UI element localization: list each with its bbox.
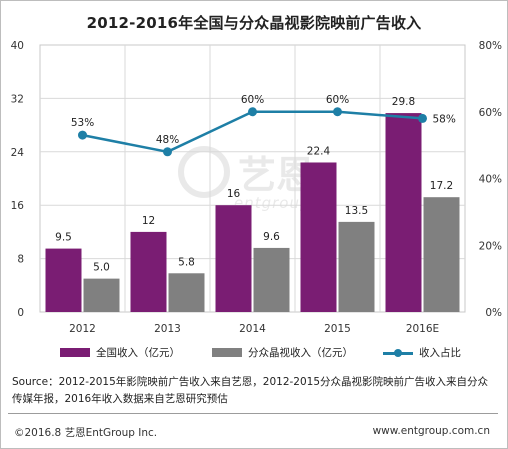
- bar-focus: [423, 197, 460, 312]
- legend-label-national: 全国收入（亿元）: [96, 347, 180, 359]
- bar-data-label: 9.6: [263, 231, 280, 243]
- share-point: [418, 113, 427, 123]
- bar-data-label: 5.0: [93, 262, 110, 274]
- y-right-tick-label: 0%: [485, 307, 502, 319]
- bar-data-label: 17.2: [430, 180, 453, 192]
- footer-copyright: ©2016.8 艺恩EntGroup Inc.: [14, 427, 158, 439]
- share-point: [78, 130, 87, 140]
- x-tick-label: 2012: [69, 323, 96, 335]
- y-right-tick-label: 80%: [479, 40, 502, 52]
- bar-data-label: 12: [142, 215, 155, 227]
- share-line: [82, 110, 423, 154]
- chart-legend: 全国收入（亿元） 分众晶视收入（亿元） 收入占比: [0, 345, 508, 361]
- bar-national: [300, 162, 337, 312]
- y-right-tick-label: 40%: [479, 174, 502, 186]
- bar-focus: [168, 273, 205, 312]
- source-note: Source：2012-2015年影院映前广告收入来自艺恩，2012-2015分…: [12, 376, 489, 405]
- bar-focus: [338, 221, 375, 312]
- x-tick-label: 2013: [154, 323, 181, 335]
- y-left-tick-label: 32: [11, 93, 24, 105]
- legend-label-share: 收入占比: [419, 347, 461, 359]
- y-left-tick-label: 40: [11, 40, 24, 52]
- y-left-tick-label: 16: [11, 200, 25, 212]
- share-data-label: 48%: [156, 134, 179, 146]
- plot-area: [39, 44, 466, 313]
- legend-item-focus: 分众晶视收入（亿元）: [212, 345, 353, 360]
- legend-item-share: 收入占比: [383, 345, 461, 360]
- bar-data-label: 22.4: [307, 145, 331, 157]
- bar-data-label: 16: [227, 188, 241, 200]
- x-tick-label: 2016E: [406, 323, 439, 335]
- bar-national: [45, 248, 82, 312]
- share-data-label: 60%: [241, 94, 264, 106]
- bar-focus: [253, 247, 290, 312]
- bar-national: [130, 231, 167, 312]
- share-point: [248, 107, 257, 117]
- bar-focus: [83, 278, 120, 312]
- bar-data-label: 5.8: [178, 256, 195, 268]
- bar-national: [385, 113, 422, 313]
- share-point: [333, 107, 342, 117]
- share-data-label: 60%: [326, 94, 349, 106]
- share-point: [163, 147, 172, 157]
- y-left-tick-label: 8: [17, 254, 24, 266]
- bar-data-label: 29.8: [392, 96, 415, 108]
- x-tick-label: 2014: [239, 323, 266, 335]
- legend-swatch-share: [383, 348, 413, 358]
- chart-svg: 0 8 16 24 32 40 0% 20% 40% 60% 80% 9.5 5.0 2012 12 5.8 2…: [11, 40, 502, 335]
- share-data-label: 58%: [433, 113, 456, 125]
- bar-data-label: 13.5: [345, 205, 368, 217]
- bar-data-label: 9.5: [55, 232, 72, 244]
- legend-swatch-focus: [212, 348, 242, 357]
- bar-national: [215, 205, 252, 312]
- y-right-tick-label: 20%: [479, 240, 502, 252]
- watermark-sub: entgroup: [234, 194, 311, 212]
- y-left-tick-label: 24: [11, 147, 25, 159]
- legend-swatch-national: [60, 348, 90, 357]
- y-left-tick-label: 0: [17, 307, 24, 319]
- footer-divider: [8, 413, 498, 414]
- y-right-tick-label: 60%: [479, 107, 502, 119]
- watermark-logo-icon: [178, 146, 230, 198]
- chart-title: 2012-2016年全国与分众晶视影院映前广告收入: [86, 14, 422, 32]
- x-tick-label: 2015: [324, 323, 351, 335]
- share-data-label: 53%: [71, 117, 94, 129]
- legend-label-focus: 分众晶视收入（亿元）: [248, 347, 353, 359]
- footer-website: www.entgroup.com.cn: [372, 425, 490, 437]
- legend-item-national: 全国收入（亿元）: [60, 345, 180, 360]
